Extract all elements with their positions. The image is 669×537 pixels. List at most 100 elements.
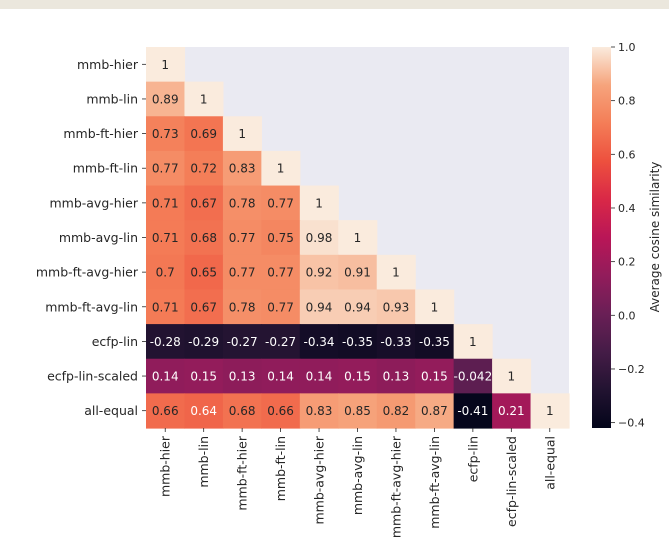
column-labels: mmb-hier mmb-lin mmb-ft-hier mmb-ft-lin mmb-… xyxy=(158,428,557,537)
cell-value-label: 1 xyxy=(277,162,285,176)
column-label: mmb-ft-lin xyxy=(273,436,288,501)
heatmap-cell xyxy=(146,289,186,325)
cell-value-label: 0.77 xyxy=(267,266,294,280)
cell-value-label: 0.14 xyxy=(267,370,294,384)
cell-value-label: -0.042 xyxy=(454,370,493,384)
heatmap-cell xyxy=(261,220,301,256)
cell-value-label: -0.34 xyxy=(304,335,335,349)
cell-value-label: 0.72 xyxy=(190,162,217,176)
cell-value-label: 0.89 xyxy=(152,92,179,106)
cell-value-label: 0.77 xyxy=(267,300,294,314)
column-label: all-equal xyxy=(542,436,557,490)
heatmap-cell xyxy=(146,393,186,429)
cell-value-label: 1 xyxy=(392,266,400,280)
cell-value-label: 0.71 xyxy=(152,196,179,210)
heatmap-cell xyxy=(376,393,416,429)
heatmap-cell xyxy=(299,358,339,394)
heatmap-cell xyxy=(453,358,493,394)
row-label: mmb-avg-hier xyxy=(49,195,138,210)
cell-value-label: 0.65 xyxy=(190,266,217,280)
heatmap-cell xyxy=(184,289,224,325)
row-label: mmb-ft-lin xyxy=(73,161,138,176)
heatmap-cell xyxy=(222,254,262,291)
row-label: ecfp-lin-scaled xyxy=(47,369,138,384)
heatmap-cell xyxy=(376,254,416,291)
cell-value-label: 0.77 xyxy=(267,196,294,210)
column-label: mmb-ft-avg-lin xyxy=(427,436,442,529)
heatmap-cell xyxy=(184,220,224,256)
cell-value-label: 0.85 xyxy=(344,404,371,418)
heatmap-cell xyxy=(299,254,339,291)
heatmap-cell xyxy=(261,393,301,429)
row-label: ecfp-lin xyxy=(92,334,138,349)
cell-value-label: 0.7 xyxy=(156,266,175,280)
heatmap-cell xyxy=(299,393,339,429)
heatmap-cell xyxy=(146,116,186,152)
heatmap-cell xyxy=(146,81,186,117)
heatmap-cell xyxy=(184,185,224,221)
cell-value-label: -0.41 xyxy=(457,404,488,418)
heatmap-cell xyxy=(261,254,301,291)
heatmap-cell xyxy=(299,289,339,325)
heatmap-cell xyxy=(222,358,262,394)
cell-value-label: -0.27 xyxy=(265,335,296,349)
cell-value-label: -0.29 xyxy=(188,335,219,349)
heatmap-cells: 10.89 10.73 0.69 10.77 0.72 0.83 10.71 0.67 0.78… xyxy=(146,47,570,429)
cell-value-label: 0.91 xyxy=(344,266,371,280)
heatmap-cell xyxy=(146,47,186,83)
cell-value-label: 0.83 xyxy=(229,162,256,176)
column-label: mmb-hier xyxy=(158,435,173,497)
heatmap-cell xyxy=(222,393,262,429)
cell-value-label: 0.67 xyxy=(190,300,217,314)
heatmap-cell xyxy=(261,289,301,325)
column-label: ecfp-lin-scaled xyxy=(504,436,519,527)
column-label: mmb-lin xyxy=(196,436,211,488)
heatmap-cell xyxy=(376,358,416,394)
cell-value-label: 0.87 xyxy=(421,404,448,418)
cell-value-label: 0.15 xyxy=(344,370,371,384)
heatmap-cell xyxy=(261,185,301,221)
heatmap-cell xyxy=(299,185,339,221)
cell-value-label: 1 xyxy=(354,231,362,245)
cell-value-label: 0.71 xyxy=(152,231,179,245)
cell-value-label: 1 xyxy=(507,370,515,384)
cell-value-label: 0.14 xyxy=(306,370,333,384)
cell-value-label: 1 xyxy=(469,335,477,349)
cell-value-label: 0.73 xyxy=(152,127,179,141)
heatmap-cell xyxy=(415,393,455,429)
cell-value-label: 0.77 xyxy=(229,231,256,245)
heatmap-cell xyxy=(376,324,416,360)
row-label: mmb-ft-hier xyxy=(63,126,138,141)
cell-value-label: 0.13 xyxy=(383,370,410,384)
cell-value-label: 1 xyxy=(431,300,439,314)
column-label: ecfp-lin xyxy=(465,436,480,482)
cell-value-label: 0.21 xyxy=(498,404,525,418)
heatmap-cell xyxy=(184,116,224,152)
cell-value-label: 0.15 xyxy=(421,370,448,384)
row-label: mmb-hier xyxy=(77,57,139,72)
cell-value-label: 0.94 xyxy=(306,300,333,314)
heatmap-cell xyxy=(415,358,455,394)
cell-value-label: 0.66 xyxy=(152,404,179,418)
cell-value-label: 0.93 xyxy=(383,300,410,314)
cell-value-label: 0.13 xyxy=(229,370,256,384)
cell-value-label: 0.69 xyxy=(190,127,217,141)
heatmap-cell xyxy=(261,324,301,360)
heatmap-cell xyxy=(184,81,224,117)
cell-value-label: 0.71 xyxy=(152,300,179,314)
row-label: mmb-ft-avg-lin xyxy=(45,299,138,314)
cell-value-label: 0.94 xyxy=(344,300,371,314)
cell-value-label: -0.35 xyxy=(342,335,373,349)
heatmap-cell xyxy=(261,358,301,394)
heatmap-cell xyxy=(146,150,186,187)
heatmap-cell xyxy=(222,185,262,221)
row-label: mmb-lin xyxy=(86,91,138,106)
heatmap-cell xyxy=(530,393,570,429)
heatmap-cell xyxy=(492,358,532,394)
top-border xyxy=(0,0,669,9)
heatmap-cell xyxy=(222,116,262,152)
heatmap-cell xyxy=(338,358,378,394)
heatmap-cell xyxy=(184,254,224,291)
cell-value-label: 0.15 xyxy=(190,370,217,384)
cell-value-label: 1 xyxy=(238,127,246,141)
